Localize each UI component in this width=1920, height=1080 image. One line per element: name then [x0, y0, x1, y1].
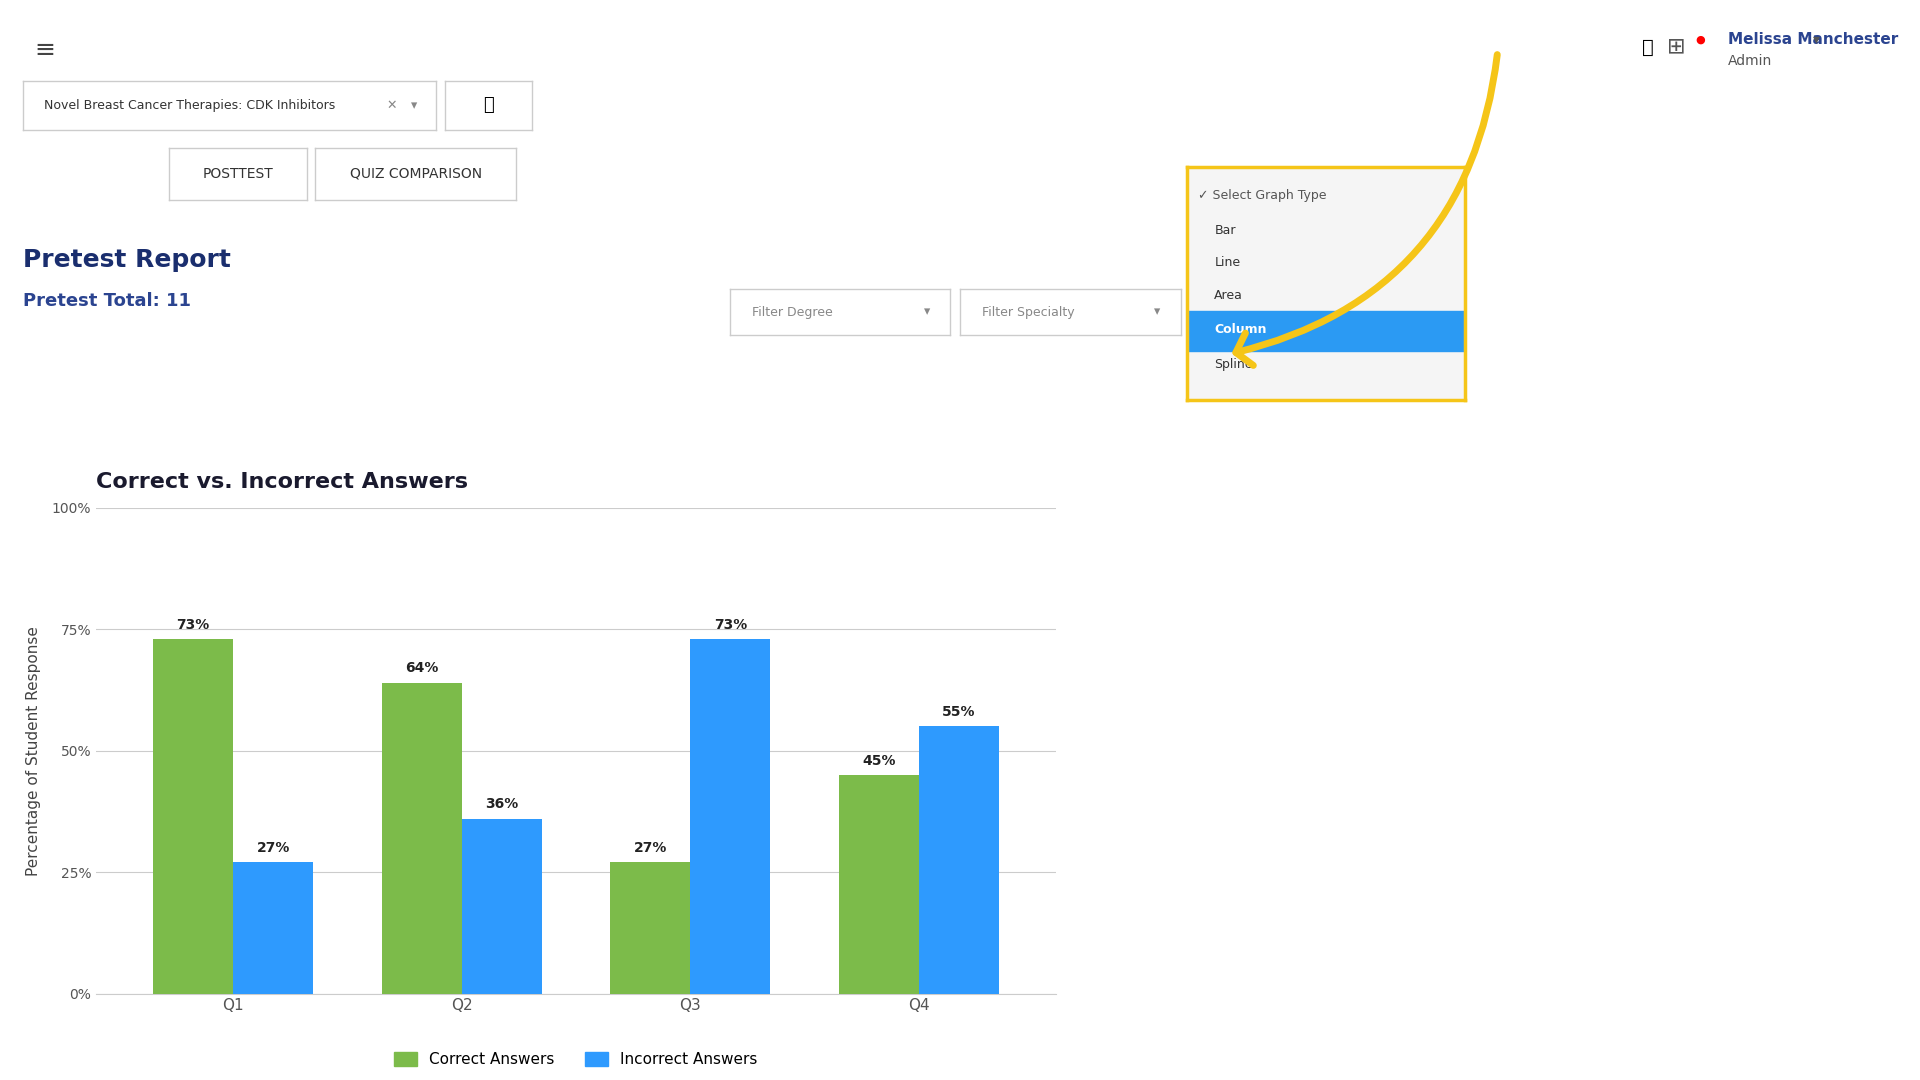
FancyArrowPatch shape — [1236, 55, 1498, 365]
Bar — [839, 775, 920, 994]
Text: 45%: 45% — [862, 754, 895, 768]
Text: 27%: 27% — [634, 841, 666, 855]
Text: Line: Line — [1213, 256, 1240, 269]
Text: Spline: Spline — [1213, 359, 1254, 372]
Text: 📅: 📅 — [484, 96, 493, 114]
Bar — [232, 862, 313, 994]
Text: 36%: 36% — [486, 797, 518, 811]
Text: ●: ● — [1695, 35, 1705, 44]
Text: QUIZ COMPARISON: QUIZ COMPARISON — [349, 167, 482, 180]
Text: ▾: ▾ — [1812, 32, 1820, 46]
Text: 27%: 27% — [257, 841, 290, 855]
Text: ▾: ▾ — [924, 306, 929, 319]
Legend: Correct Answers, Incorrect Answers: Correct Answers, Incorrect Answers — [388, 1047, 764, 1074]
Text: Filter Degree: Filter Degree — [753, 306, 833, 319]
Text: 🔔: 🔔 — [1642, 38, 1653, 57]
Text: PRETEST: PRETEST — [58, 167, 127, 180]
Text: Pretest Report: Pretest Report — [23, 248, 230, 272]
Text: 73%: 73% — [177, 618, 209, 632]
Bar — [920, 726, 998, 994]
Text: ✕: ✕ — [386, 98, 397, 112]
Text: Admin: Admin — [1728, 54, 1772, 68]
Text: Correct vs. Incorrect Answers: Correct vs. Incorrect Answers — [96, 472, 468, 492]
Text: Bar: Bar — [1213, 224, 1236, 237]
Bar — [1187, 311, 1465, 351]
Y-axis label: Percentage of Student Response: Percentage of Student Response — [25, 625, 40, 876]
Bar — [461, 819, 541, 994]
Text: ⊞: ⊞ — [1667, 38, 1686, 58]
Bar — [154, 638, 232, 994]
Bar — [382, 683, 461, 994]
Text: Filter Specialty: Filter Specialty — [983, 306, 1075, 319]
Text: Novel Breast Cancer Therapies: CDK Inhibitors: Novel Breast Cancer Therapies: CDK Inhib… — [44, 98, 334, 112]
Text: 55%: 55% — [943, 705, 975, 719]
Text: 73%: 73% — [714, 618, 747, 632]
Text: Column: Column — [1213, 323, 1267, 337]
Text: POSTTEST: POSTTEST — [204, 167, 273, 180]
Text: ≡: ≡ — [35, 38, 56, 62]
Text: Melissa Manchester: Melissa Manchester — [1728, 32, 1899, 48]
Text: ▾: ▾ — [411, 98, 417, 112]
Text: 64%: 64% — [405, 661, 438, 675]
Text: ✓ Select Graph Type: ✓ Select Graph Type — [1198, 189, 1327, 202]
Text: ▾: ▾ — [1154, 306, 1160, 319]
Bar — [691, 638, 770, 994]
Text: Area: Area — [1213, 288, 1244, 301]
Bar — [611, 862, 691, 994]
Text: Pretest Total: 11: Pretest Total: 11 — [23, 292, 190, 310]
